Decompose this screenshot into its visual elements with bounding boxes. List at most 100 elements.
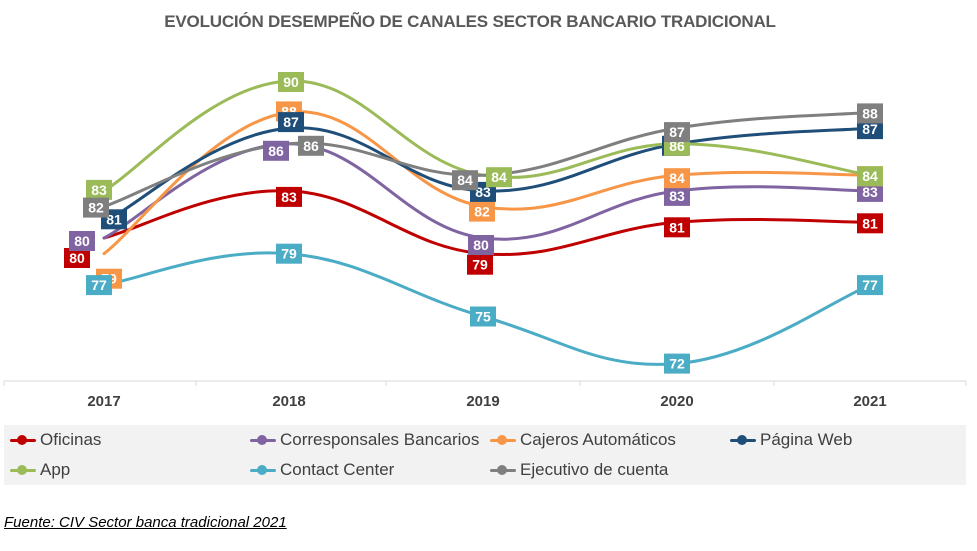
data-label-box — [857, 103, 883, 124]
data-label: 82 — [469, 201, 495, 222]
data-label-value: 82 — [88, 200, 104, 216]
legend-swatch-icon — [488, 433, 518, 447]
data-label: 80 — [69, 231, 95, 251]
data-labels: 80 83 79 81 81 80 86 80 83 83 79 88 82 84 84 81 87 83 86 87… — [64, 72, 883, 374]
data-label-value: 84 — [457, 172, 473, 188]
data-label: 87 — [857, 119, 883, 140]
data-label-box — [86, 275, 112, 296]
data-label-value: 83 — [91, 182, 107, 198]
source-note: Fuente: CIV Sector banca tradicional 202… — [4, 514, 287, 531]
data-label-box — [469, 201, 495, 222]
legend-label: App — [40, 460, 71, 479]
data-label-value: 83 — [669, 188, 685, 204]
data-label: 86 — [263, 140, 289, 161]
data-label-box — [486, 167, 512, 188]
x-tick-label: 2018 — [272, 393, 305, 410]
data-label-value: 75 — [475, 309, 491, 325]
legend-swatch-icon — [248, 463, 278, 477]
data-label: 80 — [468, 235, 494, 255]
data-label-value: 81 — [862, 215, 878, 231]
data-label-value: 77 — [862, 277, 878, 293]
legend-item-corresponsales-bancarios: Corresponsales Bancarios — [248, 427, 479, 453]
data-label-value: 83 — [475, 184, 491, 200]
data-label-box — [69, 231, 95, 251]
data-label-value: 87 — [283, 114, 299, 130]
data-label-box — [452, 170, 478, 191]
data-label: 80 — [64, 248, 90, 268]
data-label: 75 — [470, 306, 496, 327]
data-label-box — [263, 140, 289, 161]
data-label-box — [83, 197, 109, 218]
data-label: 81 — [857, 213, 883, 234]
data-label-value: 88 — [862, 105, 878, 121]
legend: Oficinas Corresponsales Bancarios Cajeros … — [4, 425, 966, 485]
data-label: 84 — [664, 168, 690, 189]
data-label-box — [278, 112, 304, 133]
data-label: 82 — [83, 197, 109, 218]
data-label-value: 80 — [69, 250, 85, 266]
x-tick-label: 2020 — [660, 393, 693, 410]
data-label-box — [470, 306, 496, 327]
legend-item-app: App — [8, 457, 70, 483]
data-label: 84 — [857, 166, 883, 187]
data-label-box — [278, 72, 304, 92]
legend-label: Oficinas — [40, 430, 102, 449]
data-label-box — [664, 185, 690, 206]
data-label-value: 72 — [669, 356, 685, 372]
legend-item-oficinas: Oficinas — [8, 427, 101, 453]
series-line-ejecutivo-de-cuenta — [102, 110, 872, 209]
data-label-box — [664, 353, 690, 374]
data-label: 79 — [467, 254, 493, 275]
data-label-value: 84 — [862, 168, 878, 184]
chart-title: EVOLUCIÓN DESEMPEÑO DE CANALES SECTOR BA… — [164, 12, 776, 31]
data-label-box — [664, 217, 690, 238]
x-tick-label: 2019 — [466, 393, 499, 410]
data-label-box — [664, 122, 690, 143]
data-label-box — [467, 254, 493, 275]
data-label-value: 77 — [91, 277, 107, 293]
data-label-box — [64, 248, 90, 268]
data-label-box — [857, 181, 883, 202]
data-label-box — [857, 166, 883, 187]
legend-item-cajeros-automaticos: Cajeros Automáticos — [488, 427, 676, 453]
data-label: 87 — [664, 122, 690, 143]
data-label-value: 87 — [862, 121, 878, 137]
x-tick-label: 2017 — [87, 393, 120, 410]
data-label-value: 79 — [281, 246, 297, 262]
legend-label: Página Web — [760, 430, 853, 449]
data-label-value: 83 — [862, 184, 878, 200]
data-label-box — [664, 168, 690, 189]
legend-item-contact-center: Contact Center — [248, 457, 394, 483]
data-label-box — [86, 179, 112, 200]
legend-item-ejecutivo-de-cuenta: Ejecutivo de cuenta — [488, 457, 668, 483]
x-axis: 2017 2018 2019 2020 2021 — [3, 380, 967, 410]
data-label-value: 87 — [669, 124, 685, 140]
legend-label: Ejecutivo de cuenta — [520, 460, 669, 479]
data-label: 77 — [86, 275, 112, 296]
data-label-value: 79 — [472, 257, 488, 273]
data-label-box — [857, 213, 883, 234]
legend-swatch-icon — [728, 433, 758, 447]
data-label: 77 — [857, 275, 883, 296]
legend-swatch-icon — [8, 433, 38, 447]
legend-item-pagina-web: Página Web — [728, 427, 852, 453]
data-label: 83 — [86, 179, 112, 200]
data-label-box — [298, 135, 324, 156]
data-label: 84 — [486, 167, 512, 188]
x-tick-label: 2021 — [853, 393, 886, 410]
data-label-box — [276, 243, 302, 264]
data-label: 83 — [664, 185, 690, 206]
data-label: 79 — [276, 243, 302, 264]
legend-label: Corresponsales Bancarios — [280, 430, 480, 449]
data-label-box — [276, 186, 302, 207]
legend-swatch-icon — [488, 463, 518, 477]
data-label-value: 81 — [106, 211, 122, 227]
data-label-box — [468, 235, 494, 255]
legend-label: Cajeros Automáticos — [520, 430, 676, 449]
data-label-value: 80 — [473, 237, 489, 253]
data-label-value: 81 — [669, 219, 685, 235]
data-label: 83 — [857, 181, 883, 202]
data-label-value: 84 — [669, 170, 685, 186]
data-label: 86 — [298, 135, 324, 156]
